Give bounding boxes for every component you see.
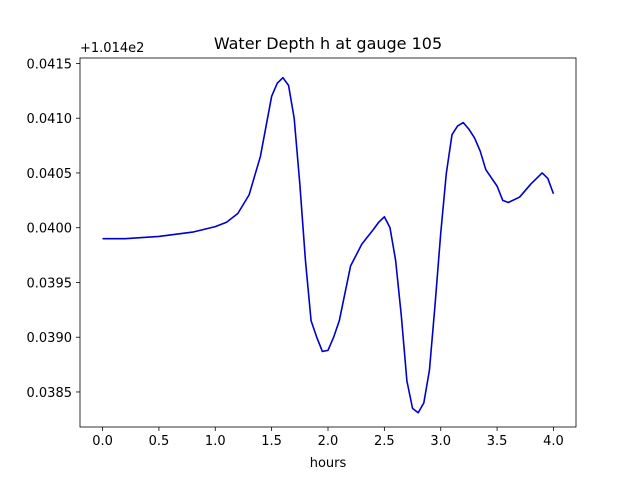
plot-area: 0.0 0.5 1.0 1.5 2.0 2.5 3.0 3.5 4.0 0.0385 0.0390 0… — [27, 57, 577, 449]
chart-title: Water Depth h at gauge 105 — [214, 34, 442, 53]
y-tick-label: 0.0385 — [27, 386, 73, 401]
x-tick-label: 2.0 — [318, 434, 339, 449]
y-tick-label: 0.0395 — [27, 276, 73, 291]
x-tick-label: 3.0 — [430, 434, 451, 449]
x-axis-label: hours — [310, 456, 347, 471]
x-tick-label: 0.5 — [149, 434, 170, 449]
y-tick-label: 0.0405 — [27, 167, 73, 182]
x-tick-label: 4.0 — [543, 434, 564, 449]
y-tick-label: 0.0390 — [27, 331, 73, 346]
x-tick-label: 1.5 — [261, 434, 282, 449]
x-tick-label: 1.0 — [205, 434, 226, 449]
y-axis-offset-text: +1.014e2 — [80, 41, 144, 56]
y-tick-label: 0.0400 — [27, 222, 73, 237]
x-tick-label: 3.5 — [487, 434, 508, 449]
y-tick-label: 0.0415 — [27, 57, 73, 72]
series-line-0 — [102, 76, 555, 414]
x-tick-label: 2.5 — [374, 434, 395, 449]
x-tick-label: 0.0 — [92, 434, 113, 449]
y-tick-label: 0.0410 — [27, 112, 73, 127]
